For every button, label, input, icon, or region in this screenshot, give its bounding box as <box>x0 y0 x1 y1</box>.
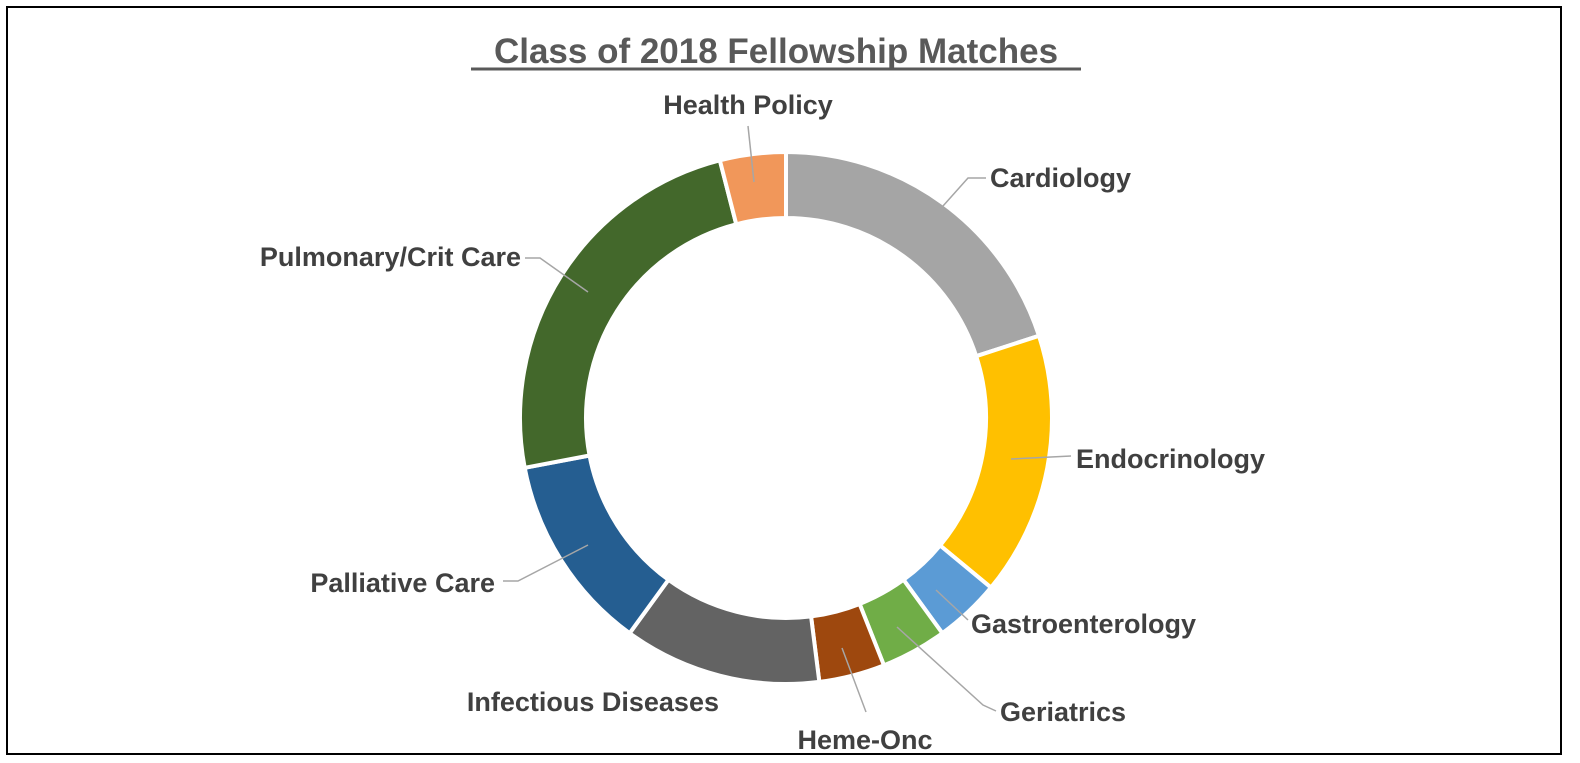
slice-endocrinology <box>937 333 1054 591</box>
leader-line-health-policy <box>747 125 755 183</box>
label-geriatrics: Geriatrics <box>1000 697 1126 727</box>
chart-frame: Class of 2018 Fellowship Matches Cardiol… <box>6 6 1562 755</box>
label-pulmonary-crit-care: Pulmonary/Crit Care <box>260 242 521 272</box>
label-cardiology: Cardiology <box>990 163 1131 193</box>
leader-line-pulmonary-crit-care <box>525 257 589 293</box>
label-endocrinology: Endocrinology <box>1076 444 1265 474</box>
donut-slices <box>518 149 1054 686</box>
label-infectious-diseases: Infectious Diseases <box>467 687 719 717</box>
leader-line-palliative-care <box>503 544 589 582</box>
leader-line-cardiology <box>942 177 986 207</box>
fellowship-donut-chart: Class of 2018 Fellowship Matches Cardiol… <box>260 32 1265 753</box>
leader-line-geriatrics <box>896 626 997 712</box>
leader-lines <box>503 125 1072 713</box>
label-gastroenterology: Gastroenterology <box>971 609 1196 639</box>
leader-line-heme-onc <box>841 647 867 713</box>
label-health-policy: Health Policy <box>663 90 833 120</box>
category-labels: Cardiology Endocrinology Gastroenterology G… <box>260 90 1265 753</box>
slice-palliative-care <box>522 453 672 636</box>
slice-health-policy <box>717 149 788 227</box>
label-heme-onc: Heme-Onc <box>797 725 932 753</box>
leader-line-gastroenterology <box>935 589 969 621</box>
leader-line-endocrinology <box>1010 455 1072 460</box>
label-palliative-care: Palliative Care <box>310 568 495 598</box>
chart-title: Class of 2018 Fellowship Matches <box>494 32 1058 71</box>
slice-pulmonary-crit-care <box>518 157 739 471</box>
